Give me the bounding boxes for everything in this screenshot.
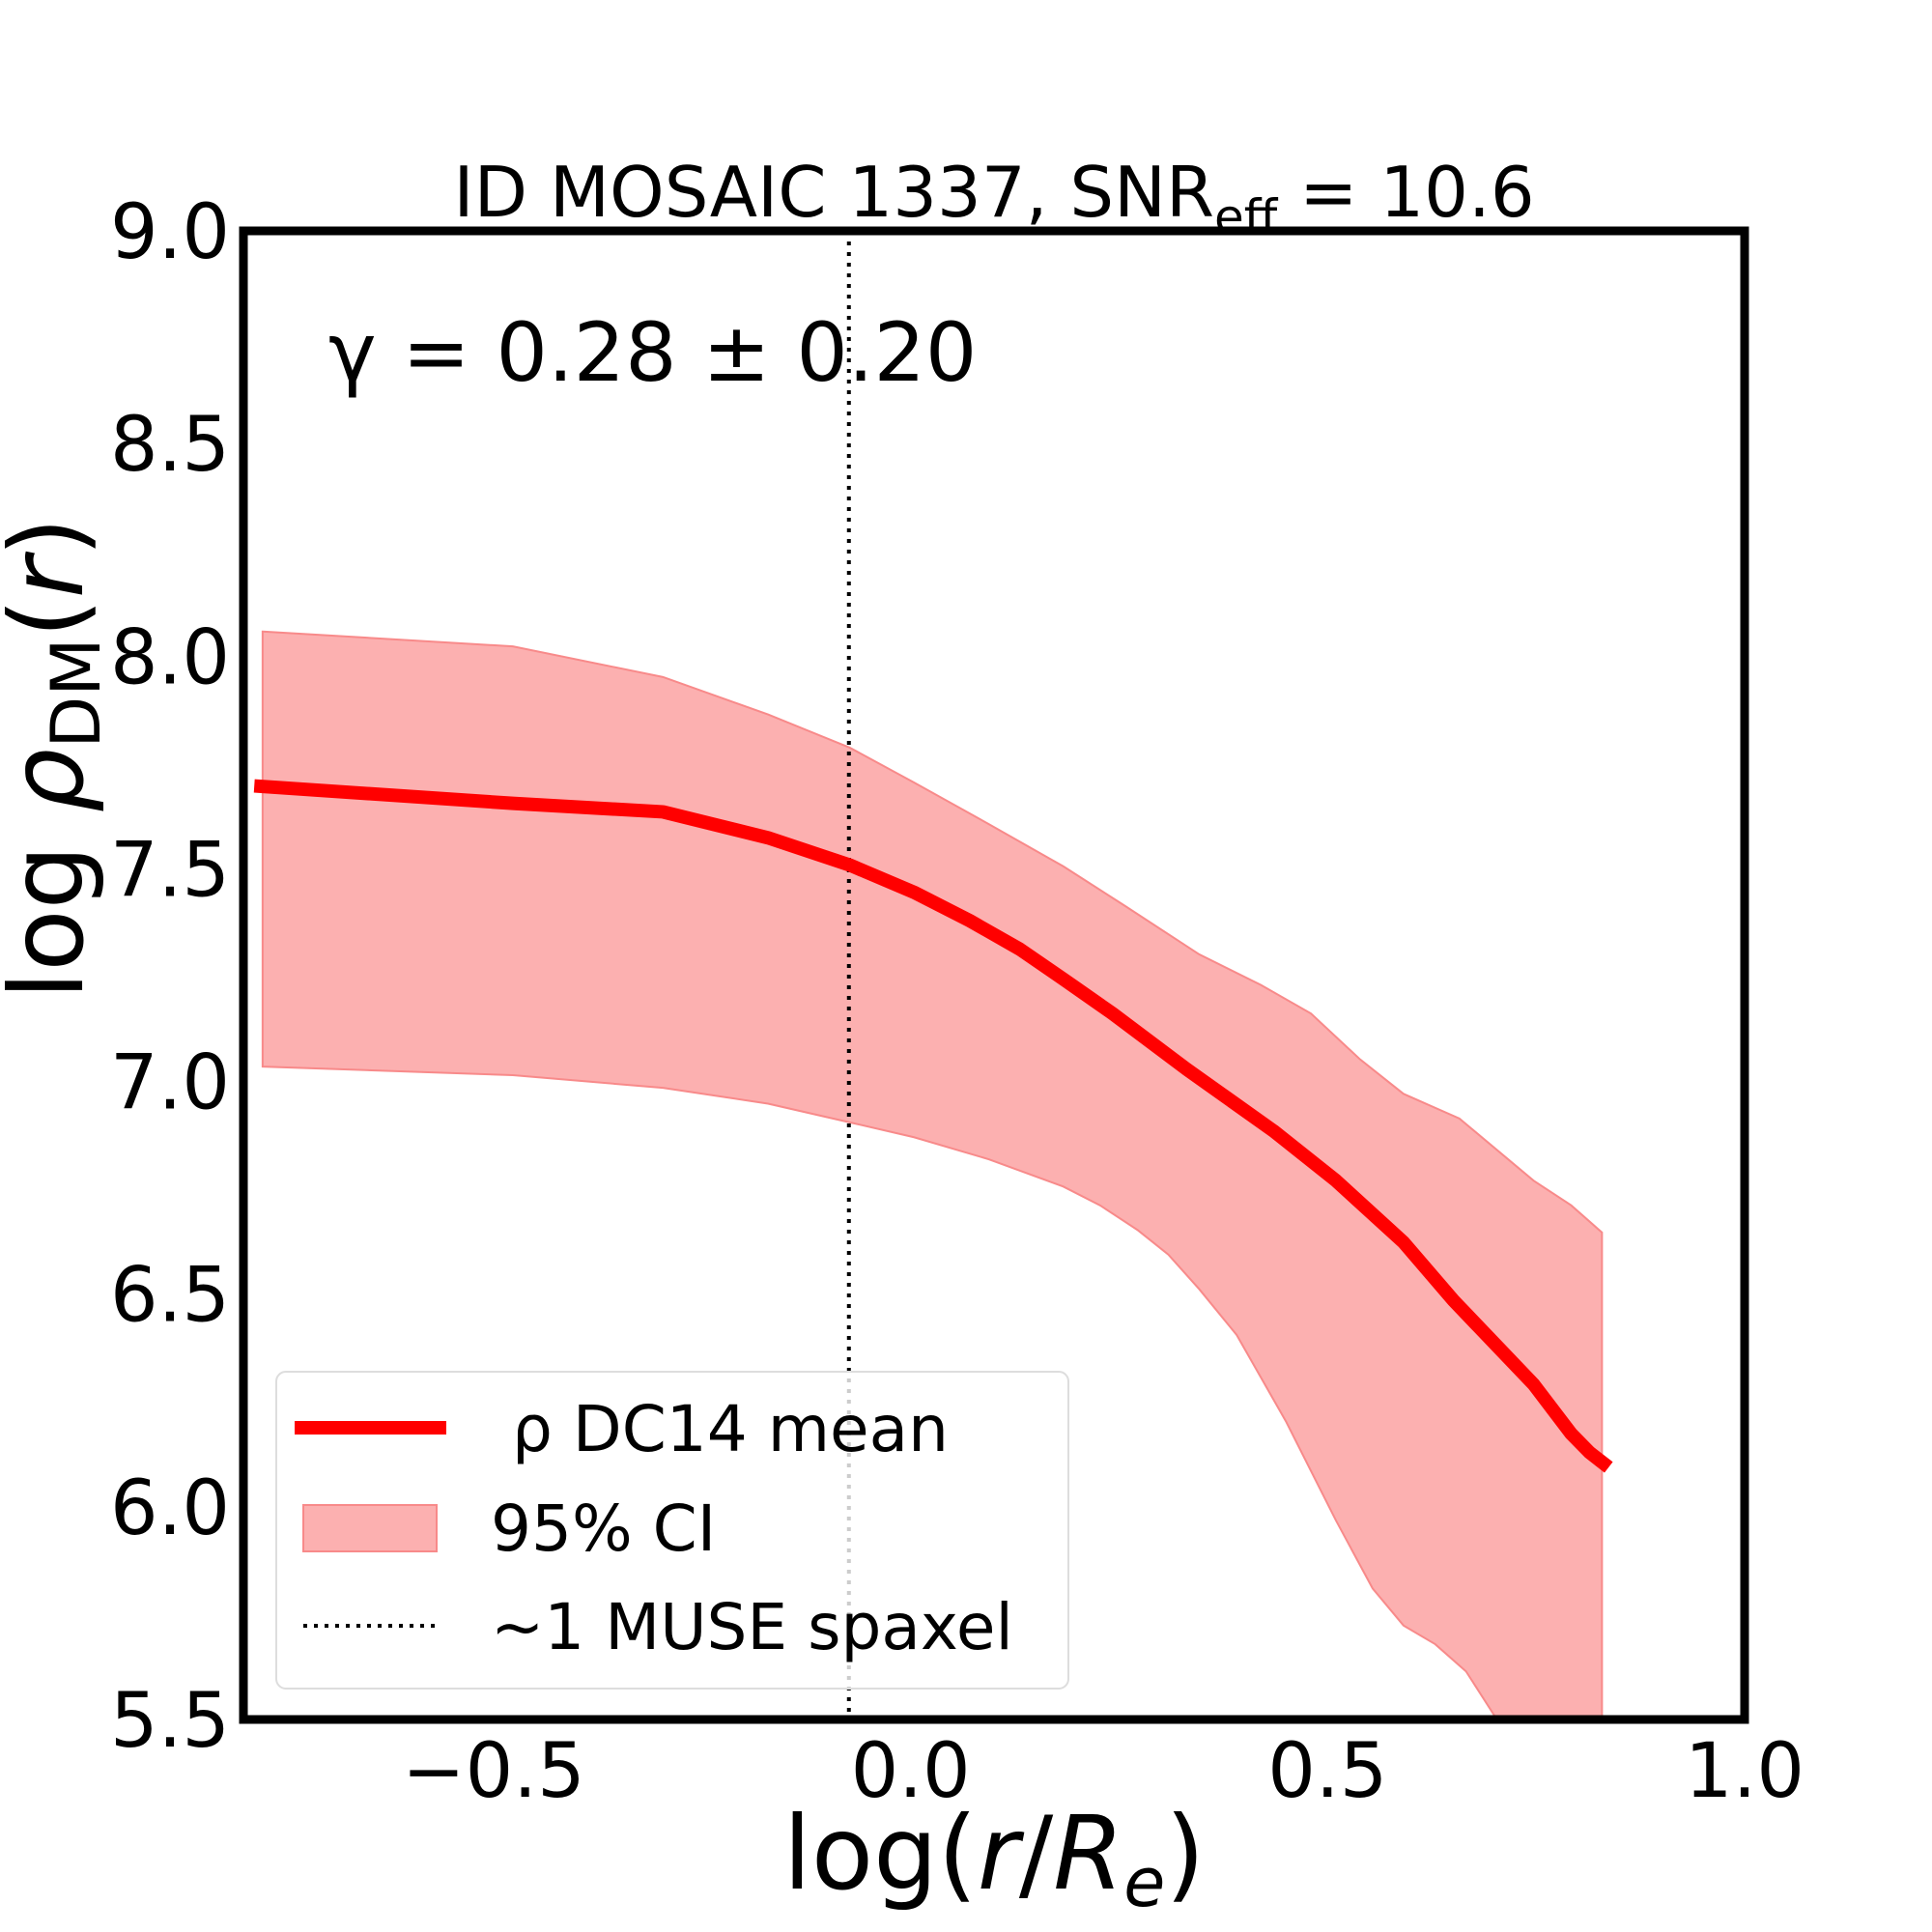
x-tick-label: 0.5	[1267, 1728, 1387, 1815]
y-tick-label: 5.5	[110, 1678, 230, 1765]
y-tick-label: 8.5	[110, 402, 230, 489]
y-tick-label: 6.0	[110, 1465, 230, 1552]
x-tick-label: 0.0	[851, 1728, 971, 1815]
legend: ρ DC14 mean 95% CI ~1 MUSE spaxel	[275, 1371, 1069, 1690]
legend-label-ci: 95% CI	[491, 1492, 716, 1566]
y-axis-label: log ρDM(r)	[0, 517, 116, 1000]
plot-frame	[239, 226, 1749, 1724]
y-tick-label: 7.5	[110, 827, 230, 914]
x-tick-label: 1.0	[1685, 1728, 1804, 1815]
y-tick-label: 9.0	[110, 189, 230, 276]
chart-title: ID MOSAIC 1337, SNReff = 10.6	[453, 152, 1534, 245]
y-tick-label: 7.0	[110, 1040, 230, 1127]
legend-label-spaxel: ~1 MUSE spaxel	[491, 1590, 1013, 1664]
x-tick-label: −0.5	[402, 1728, 584, 1815]
mean-line	[253, 779, 1613, 1473]
y-tick-label: 8.0	[110, 614, 230, 701]
x-axis-label: log(r/Re)	[783, 1795, 1206, 1922]
y-tick-label: 6.5	[110, 1253, 230, 1340]
legend-label-mean: ρ DC14 mean	[512, 1392, 949, 1466]
legend-band-swatch	[302, 1504, 438, 1552]
gamma-annotation: γ = 0.28 ± 0.20	[328, 305, 977, 400]
ci-band	[261, 630, 1604, 1719]
